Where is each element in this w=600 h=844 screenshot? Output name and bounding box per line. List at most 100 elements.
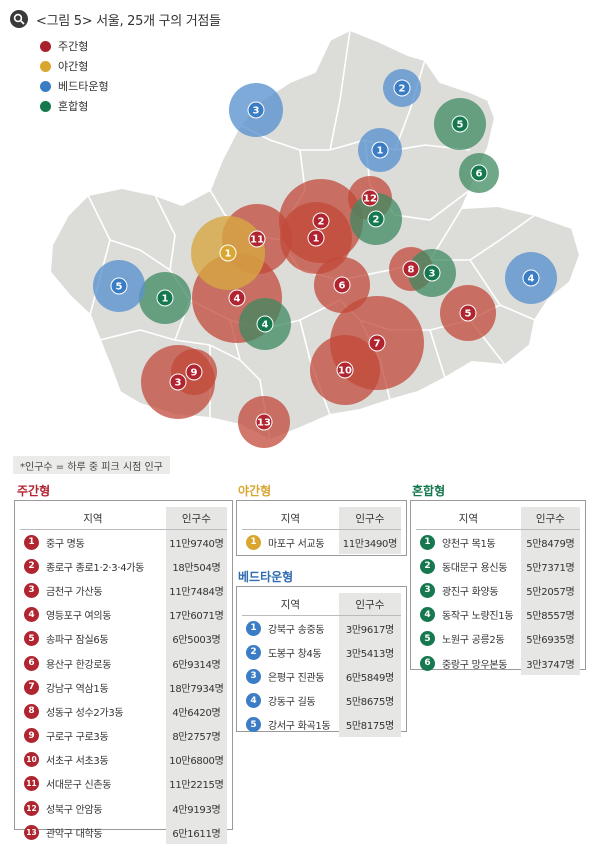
legend-label: 혼합형 <box>58 100 89 113</box>
row-population: 11만2215명 <box>165 771 227 797</box>
table-row: 3 은평구 진관동 6만5849명 <box>242 664 401 689</box>
mixed-marker-label: 3 <box>429 269 436 280</box>
daytime-marker-11 <box>248 230 266 248</box>
row-number-badge: 3 <box>246 668 261 684</box>
mixed-marker-label: 4 <box>262 320 269 331</box>
table-header: 지역 인구수 <box>242 507 401 530</box>
daytime-marker-9 <box>185 363 203 381</box>
row-population: 3만5413명 <box>338 640 401 665</box>
table-row: 2 동대문구 용신동 5만7371명 <box>416 554 580 579</box>
row-region: 마포구 서교동 <box>268 538 325 550</box>
daytime-marker-label: 6 <box>339 281 346 292</box>
row-population: 6만5849명 <box>338 664 401 689</box>
column-header-population: 인구수 <box>338 593 401 615</box>
bedtown-marker-3 <box>247 101 265 119</box>
row-number-badge: 13 <box>24 824 39 840</box>
row-number-badge: 7 <box>24 679 39 695</box>
bedtown-marker-label: 3 <box>253 106 260 117</box>
row-region: 서대문구 신촌동 <box>46 780 112 792</box>
table-row: 1 중구 명동 11만9740명 <box>20 530 227 555</box>
table-header: 지역 인구수 <box>20 507 227 530</box>
row-number-badge: 1 <box>246 620 261 636</box>
table-row: 4 영등포구 여의동 17만6071명 <box>20 602 227 627</box>
table-row: 5 강서구 화곡1동 5만8175명 <box>242 712 401 737</box>
row-number-badge: 8 <box>24 703 39 719</box>
row-region: 강남구 역삼1동 <box>46 683 109 695</box>
bedtown-marker-2 <box>393 79 411 97</box>
row-population: 5만6935명 <box>520 626 580 651</box>
row-region: 강북구 송중동 <box>268 624 325 636</box>
bedtown-marker-1 <box>371 141 389 159</box>
row-number-badge: 2 <box>420 558 435 574</box>
row-population: 6만9314명 <box>165 650 227 676</box>
table-row: 4 강동구 길동 5만8675명 <box>242 688 401 713</box>
daytime-section-title: 주간형 <box>17 484 51 498</box>
row-region: 동대문구 용신동 <box>442 562 508 574</box>
table-row: 5 노원구 공릉2동 5만6935명 <box>416 626 580 651</box>
daytime-marker-label: 11 <box>250 235 264 246</box>
legend-swatch-bedtown <box>40 80 51 92</box>
table-row: 6 중랑구 망우본동 3만3747명 <box>416 650 580 676</box>
row-population: 6만5003명 <box>165 626 227 651</box>
table-row: 3 금천구 가산동 11만7484명 <box>20 578 227 603</box>
row-population: 6만1611명 <box>165 820 227 844</box>
table-row: 13 관악구 대학동 6만1611명 <box>20 820 227 844</box>
night-marker-label: 1 <box>225 249 232 260</box>
daytime-marker-7 <box>368 334 386 352</box>
table-row: 1 양천구 목1동 5만8479명 <box>416 530 580 555</box>
row-number-badge: 10 <box>24 752 39 768</box>
daytime-marker-label: 4 <box>234 294 241 305</box>
row-population: 5만2057명 <box>520 578 580 603</box>
mixed-marker-label: 2 <box>373 215 380 226</box>
row-region: 용산구 한강로동 <box>46 659 112 671</box>
column-header-region: 지역 <box>280 598 301 611</box>
row-number-badge: 11 <box>24 776 39 792</box>
row-region: 도봉구 창4동 <box>268 648 322 660</box>
bedtown-marker-label: 2 <box>399 84 406 95</box>
mixed-section-title: 혼합형 <box>412 484 446 498</box>
row-population: 10만6800명 <box>165 747 227 772</box>
daytime-marker-label: 8 <box>408 265 415 276</box>
night-section-title: 야간형 <box>238 484 272 498</box>
mixed-marker-5 <box>451 115 469 133</box>
mixed-marker-label: 1 <box>162 294 169 305</box>
row-number-badge: 4 <box>420 607 435 623</box>
table-row: 3 광진구 화양동 5만2057명 <box>416 578 580 603</box>
mixed-marker-6 <box>470 164 488 182</box>
row-region: 서초구 서초3동 <box>46 756 109 768</box>
table-header: 지역 인구수 <box>242 593 401 616</box>
mixed-marker-3 <box>423 264 441 282</box>
column-header-population: 인구수 <box>338 507 401 529</box>
row-region: 동작구 노량진1동 <box>442 611 514 623</box>
daytime-marker-10 <box>336 361 354 379</box>
row-number-badge: 1 <box>24 534 39 550</box>
legend-swatch-mixed <box>40 100 51 112</box>
daytime-marker-label: 1 <box>313 234 320 245</box>
daytime-marker-4 <box>228 289 246 307</box>
daytime-table: 지역 인구수 1 중구 명동 11만9740명 2 종로구 종로1·2·3·4가동 18만50… <box>14 500 233 844</box>
row-population: 4만9193명 <box>165 796 227 821</box>
row-region: 노원구 공릉2동 <box>442 635 505 647</box>
table-row: 8 성동구 성수2가3동 4만6420명 <box>20 699 227 724</box>
row-population: 5만8557명 <box>520 602 580 627</box>
daytime-marker-label: 9 <box>191 368 198 379</box>
table-row: 10 서초구 서초3동 10만6800명 <box>20 747 227 772</box>
daytime-marker-5 <box>459 304 477 322</box>
mixed-marker-label: 6 <box>476 169 483 180</box>
row-population: 5만8675명 <box>338 688 401 713</box>
row-region: 중구 명동 <box>46 538 85 550</box>
daytime-marker-label: 13 <box>257 418 271 429</box>
row-population: 4만6420명 <box>165 699 227 724</box>
legend-label: 주간형 <box>58 40 89 53</box>
bedtown-marker-label: 1 <box>377 146 384 157</box>
row-region: 종로구 종로1·2·3·4가동 <box>46 562 145 574</box>
table-row: 4 동작구 노량진1동 5만8557명 <box>416 602 580 627</box>
column-header-region: 지역 <box>83 512 103 525</box>
title-row: <그림 5> 서울, 25개 구의 거점들 <box>10 8 221 30</box>
row-population: 11만7484명 <box>165 578 227 603</box>
row-number-badge: 2 <box>246 644 261 660</box>
daytime-marker-8 <box>402 260 420 278</box>
row-region: 성북구 안암동 <box>46 804 103 816</box>
